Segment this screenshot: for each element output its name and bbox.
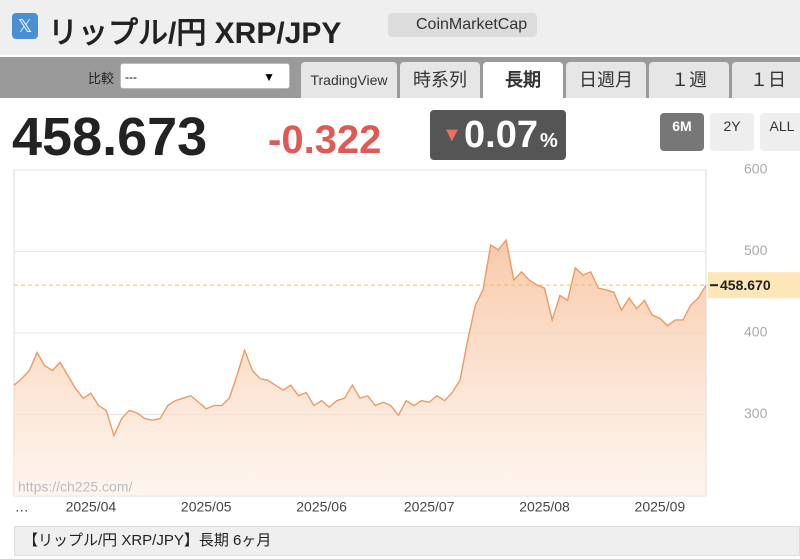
tab[interactable]: １週 bbox=[649, 62, 729, 98]
x-tick-label: 2025/05 bbox=[181, 499, 232, 515]
x-tick-label: 2025/09 bbox=[635, 499, 686, 515]
x-share-icon[interactable]: 𝕏 bbox=[12, 13, 38, 39]
chart: 300 400 500 600 … 2025/04 2025/05 2025/06 2025/0… bbox=[13, 161, 800, 515]
y-tick-label: 300 bbox=[744, 405, 768, 421]
percent: 0.07 bbox=[464, 114, 538, 156]
x-tick-label: 2025/07 bbox=[404, 499, 455, 515]
reference-label-bg bbox=[708, 272, 800, 299]
x-tick-label: 2025/08 bbox=[519, 499, 570, 515]
x-tick-label: 2025/04 bbox=[66, 499, 117, 515]
tab[interactable]: TradingView bbox=[301, 62, 397, 98]
page-title: リップル/円 XRP/JPY bbox=[48, 17, 342, 50]
dropdown-arrow: ▼ bbox=[263, 70, 275, 84]
compare-select[interactable]: --- ▼ bbox=[120, 63, 290, 89]
y-tick-label: 400 bbox=[744, 324, 768, 340]
range-button[interactable]: 2Y bbox=[710, 113, 754, 151]
range-button[interactable]: ALL bbox=[760, 113, 800, 151]
coinmarketcap-link[interactable]: CoinMarketCap bbox=[388, 13, 538, 37]
compare-label: 比較 bbox=[88, 71, 115, 86]
area-fill bbox=[14, 240, 706, 496]
tab[interactable]: 日週月 bbox=[566, 62, 646, 98]
x-tick-label: 2025/06 bbox=[296, 499, 347, 515]
tab[interactable]: １日 bbox=[732, 62, 800, 98]
percent-box: ▼ 0.07% bbox=[430, 110, 566, 160]
tab[interactable]: 長期 bbox=[483, 62, 563, 98]
range-button[interactable]: 6M bbox=[660, 113, 704, 151]
price-line bbox=[13, 238, 707, 438]
y-tick-label: 600 bbox=[744, 161, 768, 177]
down-arrow: ▼ bbox=[442, 124, 462, 146]
tab[interactable]: 時系列 bbox=[400, 62, 480, 98]
y-tick-label: 500 bbox=[744, 242, 768, 258]
x-tick-label: … bbox=[15, 499, 29, 515]
percent-unit: % bbox=[540, 130, 558, 152]
price: 458.673 bbox=[12, 107, 208, 167]
footer: 【リップル/円 XRP/JPY】長期 6ヶ月 bbox=[14, 526, 800, 556]
compare-value: --- bbox=[125, 70, 137, 84]
watermark: https://ch225.com/ bbox=[18, 479, 133, 495]
change: -0.322 bbox=[268, 118, 382, 162]
reference-label: 458.670 bbox=[720, 277, 771, 293]
